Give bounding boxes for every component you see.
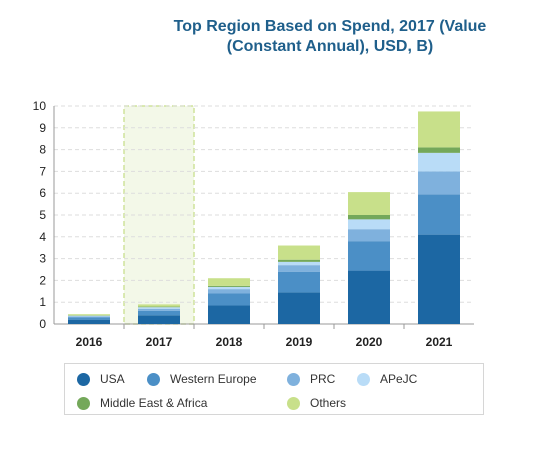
bar-2016-others xyxy=(68,314,110,316)
legend-label-others: Others xyxy=(310,396,347,410)
legend-item-middle-east-africa[interactable]: Middle East & Africa xyxy=(77,396,207,410)
x-tick-label-2021: 2021 xyxy=(426,335,453,349)
bar-2018-prc xyxy=(208,289,250,294)
x-tick-label-2018: 2018 xyxy=(216,335,243,349)
bar-2021-western-europe xyxy=(418,194,460,235)
y-tick-label-5: 5 xyxy=(39,208,46,222)
legend-swatch-others xyxy=(287,396,300,410)
bar-2020-usa xyxy=(348,270,390,324)
legend-swatch-middle-east-africa xyxy=(77,396,90,410)
chart-legend: USA Western Europe PRC APeJC Middle East & A… xyxy=(64,363,484,415)
legend-label-prc: PRC xyxy=(310,372,336,386)
y-tick-label-7: 7 xyxy=(39,164,46,178)
legend-swatch-usa xyxy=(77,372,90,386)
bar-2019-others xyxy=(278,245,320,260)
bar-2021-middle-east-africa xyxy=(418,147,460,153)
y-tick-label-0: 0 xyxy=(39,317,46,331)
x-tick-label-2017: 2017 xyxy=(146,335,173,349)
bar-2017-others xyxy=(138,304,180,307)
bar-2021-others xyxy=(418,111,460,148)
y-tick-label-9: 9 xyxy=(39,121,46,135)
bar-2016-western-europe xyxy=(68,317,110,320)
legend-item-apejc[interactable]: APeJC xyxy=(357,372,417,386)
legend-label-usa: USA xyxy=(100,372,125,386)
bar-2019-usa xyxy=(278,292,320,324)
bar-2017-apejc xyxy=(138,307,180,309)
y-tick-label-8: 8 xyxy=(39,143,46,157)
legend-swatch-apejc xyxy=(357,372,370,386)
bar-2016-prc xyxy=(68,316,110,318)
y-tick-label-1: 1 xyxy=(39,295,46,309)
legend-item-usa[interactable]: USA xyxy=(77,372,125,386)
bar-2018-western-europe xyxy=(208,293,250,306)
bar-2020-middle-east-africa xyxy=(348,215,390,220)
y-tick-label-3: 3 xyxy=(39,252,46,266)
chart-title-line-1: Top Region Based on Spend, 2017 (Value xyxy=(173,18,487,35)
bar-2021-usa xyxy=(418,234,460,324)
bar-2020-prc xyxy=(348,229,390,242)
legend-label-middle-east-africa: Middle East & Africa xyxy=(100,396,208,410)
stacked-bar-chart: 0 1 2 3 4 5 6 7 8 9 10 2016 2017 2018 2019 2020 2021 xyxy=(33,99,474,349)
x-tick-label-2019: 2019 xyxy=(286,335,313,349)
bar-2017-usa xyxy=(138,315,180,324)
bar-2017-western-europe xyxy=(138,310,180,316)
bar-2019-middle-east-africa xyxy=(278,259,320,262)
bar-2020-apejc xyxy=(348,219,390,230)
legend-item-prc[interactable]: PRC xyxy=(287,372,335,386)
bar-2016-apejc xyxy=(68,315,110,317)
y-tick-label-10: 10 xyxy=(33,99,47,113)
bar-2018-middle-east-africa xyxy=(208,285,250,287)
y-tick-label-6: 6 xyxy=(39,186,46,200)
bar-2020-others xyxy=(348,192,390,215)
bar-2021-apejc xyxy=(418,152,460,172)
bar-2019-western-europe xyxy=(278,271,320,293)
legend-item-western-europe[interactable]: Western Europe xyxy=(147,372,257,386)
bar-2018-others xyxy=(208,278,250,286)
bar-2018-usa xyxy=(208,305,250,324)
bar-2019-apejc xyxy=(278,261,320,266)
y-tick-label-2: 2 xyxy=(39,273,46,287)
y-tick-label-4: 4 xyxy=(39,230,46,244)
legend-label-apejc: APeJC xyxy=(380,372,418,386)
bar-2018-apejc xyxy=(208,286,250,290)
legend-swatch-western-europe xyxy=(147,372,160,386)
x-tick-label-2016: 2016 xyxy=(76,335,103,349)
legend-swatch-prc xyxy=(287,372,300,386)
legend-label-western-europe: Western Europe xyxy=(170,372,257,386)
bar-2020-western-europe xyxy=(348,241,390,271)
bar-2017-prc xyxy=(138,308,180,311)
bar-2019-prc xyxy=(278,265,320,272)
legend-item-others[interactable]: Others xyxy=(287,396,346,410)
bar-2021-prc xyxy=(418,171,460,195)
chart-title: Top Region Based on Spend, 2017 (Value (… xyxy=(150,17,510,57)
bar-2017-middle-east-africa xyxy=(138,306,180,308)
x-tick-label-2020: 2020 xyxy=(356,335,383,349)
bar-2016-usa xyxy=(68,319,110,324)
chart-title-line-2: (Constant Annual), USD, B) xyxy=(226,38,434,55)
